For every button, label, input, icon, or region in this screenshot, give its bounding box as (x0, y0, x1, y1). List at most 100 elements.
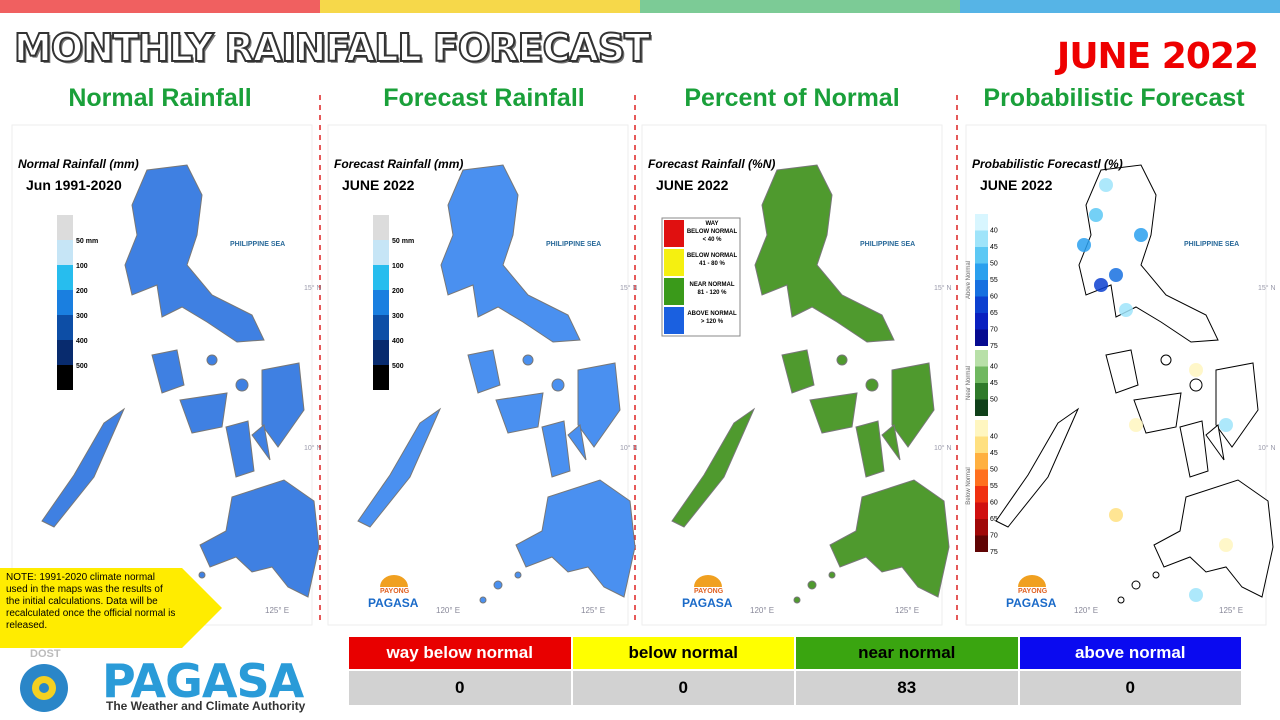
lat-label: 15° N (620, 284, 638, 292)
lon-label: 120° E (1074, 606, 1098, 615)
scale-cell (373, 240, 389, 265)
class-swatch (664, 249, 684, 276)
map-title: Forecast Rainfall (mm) (334, 157, 463, 171)
scale-cell (57, 290, 73, 315)
top-bar (0, 0, 1280, 13)
map-subtitle: JUNE 2022 (656, 177, 729, 193)
lon-label: 125° E (581, 606, 605, 615)
map-title: Normal Rainfall (mm) (18, 157, 139, 171)
map-spot (1189, 363, 1203, 377)
scale-label: 300 (392, 313, 404, 320)
class-swatch (664, 307, 684, 334)
prob-tick: 55 (990, 483, 998, 490)
class-label: ABOVE NORMAL (687, 311, 737, 317)
table-header: above normal (1017, 635, 1243, 671)
scale-cell (57, 365, 73, 390)
prob-cell (975, 399, 988, 416)
prob-tick: 70 (990, 533, 998, 540)
scale-label: 50 mm (392, 238, 414, 245)
prob-tick: 40 (990, 434, 998, 441)
scale-cell (373, 265, 389, 290)
table-header: near normal (794, 635, 1020, 671)
table-header: way below normal (347, 635, 573, 671)
prob-cell (975, 214, 988, 231)
prob-cell (975, 535, 988, 552)
prob-group-label: Near Normal (966, 366, 972, 400)
prob-cell (975, 383, 988, 400)
map-spot (1077, 238, 1091, 252)
period: JUNE 2022 (1056, 36, 1259, 77)
prob-cell (975, 230, 988, 247)
scale-label: 100 (76, 263, 88, 270)
prob-tick: 45 (990, 380, 998, 387)
map-title: Probabilistic Forecastl (%) (972, 157, 1123, 171)
prob-cell (975, 436, 988, 453)
map-spot (1089, 208, 1103, 222)
prob-tick: 45 (990, 450, 998, 457)
scale-label: 500 (392, 363, 404, 370)
lon-label: 125° E (1219, 606, 1243, 615)
prob-cell (975, 420, 988, 437)
map-spot (1189, 588, 1203, 602)
panel-heading: Normal Rainfall (68, 84, 252, 112)
sea-label: PHILIPPINE SEA (546, 241, 601, 248)
table-header: below normal (570, 635, 796, 671)
sea-label: PHILIPPINE SEA (1184, 241, 1239, 248)
prob-tick: 70 (990, 327, 998, 334)
map-spot (1099, 178, 1113, 192)
prob-tick: 60 (990, 294, 998, 301)
scale-cell (373, 215, 389, 240)
prob-tick: 75 (990, 343, 998, 350)
badge-umbrella (694, 575, 722, 587)
table-cell: 0 (347, 669, 573, 707)
prob-group-label: Above Normal (966, 261, 972, 299)
title: MONTHLY RAINFALL FORECAST (13, 25, 651, 71)
badge-name: PAGASA (1006, 596, 1057, 610)
class-label: 41 - 80 % (699, 261, 725, 267)
lat-label: 10° N (620, 444, 638, 452)
scale-label: 300 (76, 313, 88, 320)
scale-label: 500 (76, 363, 88, 370)
lon-label: 125° E (265, 606, 289, 615)
map-spot (1094, 278, 1108, 292)
lon-label: 120° E (750, 606, 774, 615)
table-cell: 0 (1017, 669, 1243, 707)
scale-label: 200 (392, 288, 404, 295)
prob-tick: 50 (990, 467, 998, 474)
scale-label: 50 mm (76, 238, 98, 245)
prob-tick: 55 (990, 277, 998, 284)
prob-cell (975, 469, 988, 486)
class-label: > 120 % (701, 319, 724, 325)
class-label: < 40 % (703, 237, 723, 243)
map-spot (1219, 418, 1233, 432)
class-label: WAY (705, 221, 718, 227)
prob-cell (975, 453, 988, 470)
map-title: Forecast Rainfall (%N) (648, 157, 775, 171)
scale-label: 100 (392, 263, 404, 270)
scale-cell (57, 315, 73, 340)
class-label: BELOW NORMAL (687, 253, 738, 259)
class-label: 81 - 120 % (697, 290, 727, 296)
prob-tick: 50 (990, 397, 998, 404)
panel-heading: Forecast Rainfall (383, 84, 585, 112)
map-spot (1219, 538, 1233, 552)
prob-tick: 40 (990, 364, 998, 371)
sea-label: PHILIPPINE SEA (860, 241, 915, 248)
prob-tick: 60 (990, 500, 998, 507)
logo-icon (20, 664, 68, 712)
class-label: BELOW NORMAL (687, 229, 738, 235)
scale-cell (373, 315, 389, 340)
prob-cell (975, 263, 988, 280)
lat-label: 15° N (304, 284, 322, 292)
prob-tick: 75 (990, 549, 998, 556)
panel-heading: Percent of Normal (684, 84, 900, 112)
class-swatch (664, 220, 684, 247)
prob-cell (975, 296, 988, 313)
prob-cell (975, 502, 988, 519)
scale-cell (373, 290, 389, 315)
prob-cell (975, 366, 988, 383)
badge-umbrella (380, 575, 408, 587)
scale-label: 400 (392, 338, 404, 345)
prob-cell (975, 313, 988, 330)
